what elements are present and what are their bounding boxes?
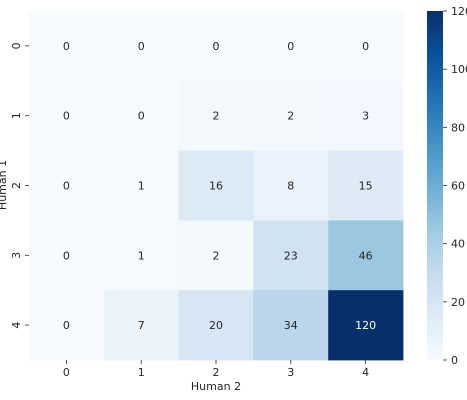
heatmap-cell (29, 220, 105, 291)
y-tick-label: 1 (10, 112, 23, 119)
colorbar-tick-label: 40 (451, 238, 465, 251)
heatmap-cell (103, 220, 179, 291)
heatmap-cell (178, 220, 254, 291)
heatmap-cell (178, 290, 254, 361)
cell-value-label: 1 (138, 249, 145, 262)
cell-value-label: 0 (138, 110, 145, 123)
cell-value-label: 34 (284, 319, 298, 332)
cell-value-label: 2 (213, 110, 220, 123)
colorbar (427, 11, 443, 360)
heatmap-cell (253, 290, 329, 361)
cell-value-label: 46 (359, 249, 373, 262)
heatmap-cell (253, 220, 329, 291)
x-tick-label: 0 (63, 366, 70, 379)
cell-value-label: 0 (362, 40, 369, 53)
y-tick-label: 0 (10, 42, 23, 49)
heatmap-cell (328, 11, 404, 82)
cell-value-label: 2 (287, 110, 294, 123)
heatmap-cell (29, 150, 105, 221)
colorbar-ticks: 0 20 40 60 80 100 120 (443, 5, 467, 367)
cell-value-label: 120 (355, 319, 376, 332)
cell-value-label: 0 (63, 110, 70, 123)
heatmap-cell (328, 220, 404, 291)
y-axis-label: Human 1 (0, 160, 9, 210)
cell-value-label: 0 (63, 180, 70, 193)
heatmap-cell (103, 80, 179, 151)
heatmap-cell (178, 11, 254, 82)
cell-value-label: 0 (63, 319, 70, 332)
heatmap-cell (253, 80, 329, 151)
heatmap-cell (103, 290, 179, 361)
heatmap-cell (29, 290, 105, 361)
colorbar-tick-label: 60 (451, 180, 465, 193)
cell-value-label: 0 (63, 40, 70, 53)
heatmap-cell (29, 11, 105, 82)
x-axis-label: Human 2 (191, 380, 241, 393)
heatmap-cell (328, 290, 404, 361)
y-tick-label: 3 (10, 252, 23, 259)
cell-value-label: 0 (63, 249, 70, 262)
heatmap-cell (328, 150, 404, 221)
x-tick-label: 4 (362, 366, 369, 379)
cell-value-label: 15 (359, 180, 373, 193)
colorbar-tick-label: 80 (451, 121, 465, 134)
cell-value-label: 0 (138, 40, 145, 53)
y-tick-label: 2 (10, 182, 23, 189)
heatmap-cell (253, 150, 329, 221)
x-axis-ticks: 0 1 2 3 4 (63, 360, 369, 379)
heatmap-cell (103, 11, 179, 82)
colorbar-tick-label: 20 (451, 296, 465, 309)
heatmap-cell (178, 150, 254, 221)
heatmap-cells (29, 11, 404, 361)
colorbar-tick-label: 100 (451, 63, 467, 76)
heatmap-cell (253, 11, 329, 82)
cell-value-label: 20 (209, 319, 223, 332)
heatmap-cell (178, 80, 254, 151)
cell-value-label: 23 (284, 249, 298, 262)
cell-value-label: 2 (213, 249, 220, 262)
heatmap-cell (328, 80, 404, 151)
cell-value-label: 8 (287, 180, 294, 193)
cell-annotations: 0 0 0 0 00 0 2 2 30 1 16 8 150 1 2 23 460 7 20 34 120 (63, 40, 376, 332)
x-tick-label: 3 (287, 366, 294, 379)
cell-value-label: 0 (287, 40, 294, 53)
colorbar-tick-label: 0 (451, 354, 458, 367)
y-tick-label: 4 (10, 322, 23, 329)
colorbar-tick-label: 120 (451, 5, 467, 18)
cell-value-label: 1 (138, 180, 145, 193)
x-tick-label: 2 (213, 366, 220, 379)
heatmap-cell (29, 80, 105, 151)
cell-value-label: 7 (138, 319, 145, 332)
cell-value-label: 0 (213, 40, 220, 53)
y-axis-ticks: 0 1 2 3 4 (10, 42, 29, 329)
cell-value-label: 3 (362, 110, 369, 123)
cell-value-label: 16 (209, 180, 223, 193)
heatmap-cell (103, 150, 179, 221)
x-tick-label: 1 (138, 366, 145, 379)
